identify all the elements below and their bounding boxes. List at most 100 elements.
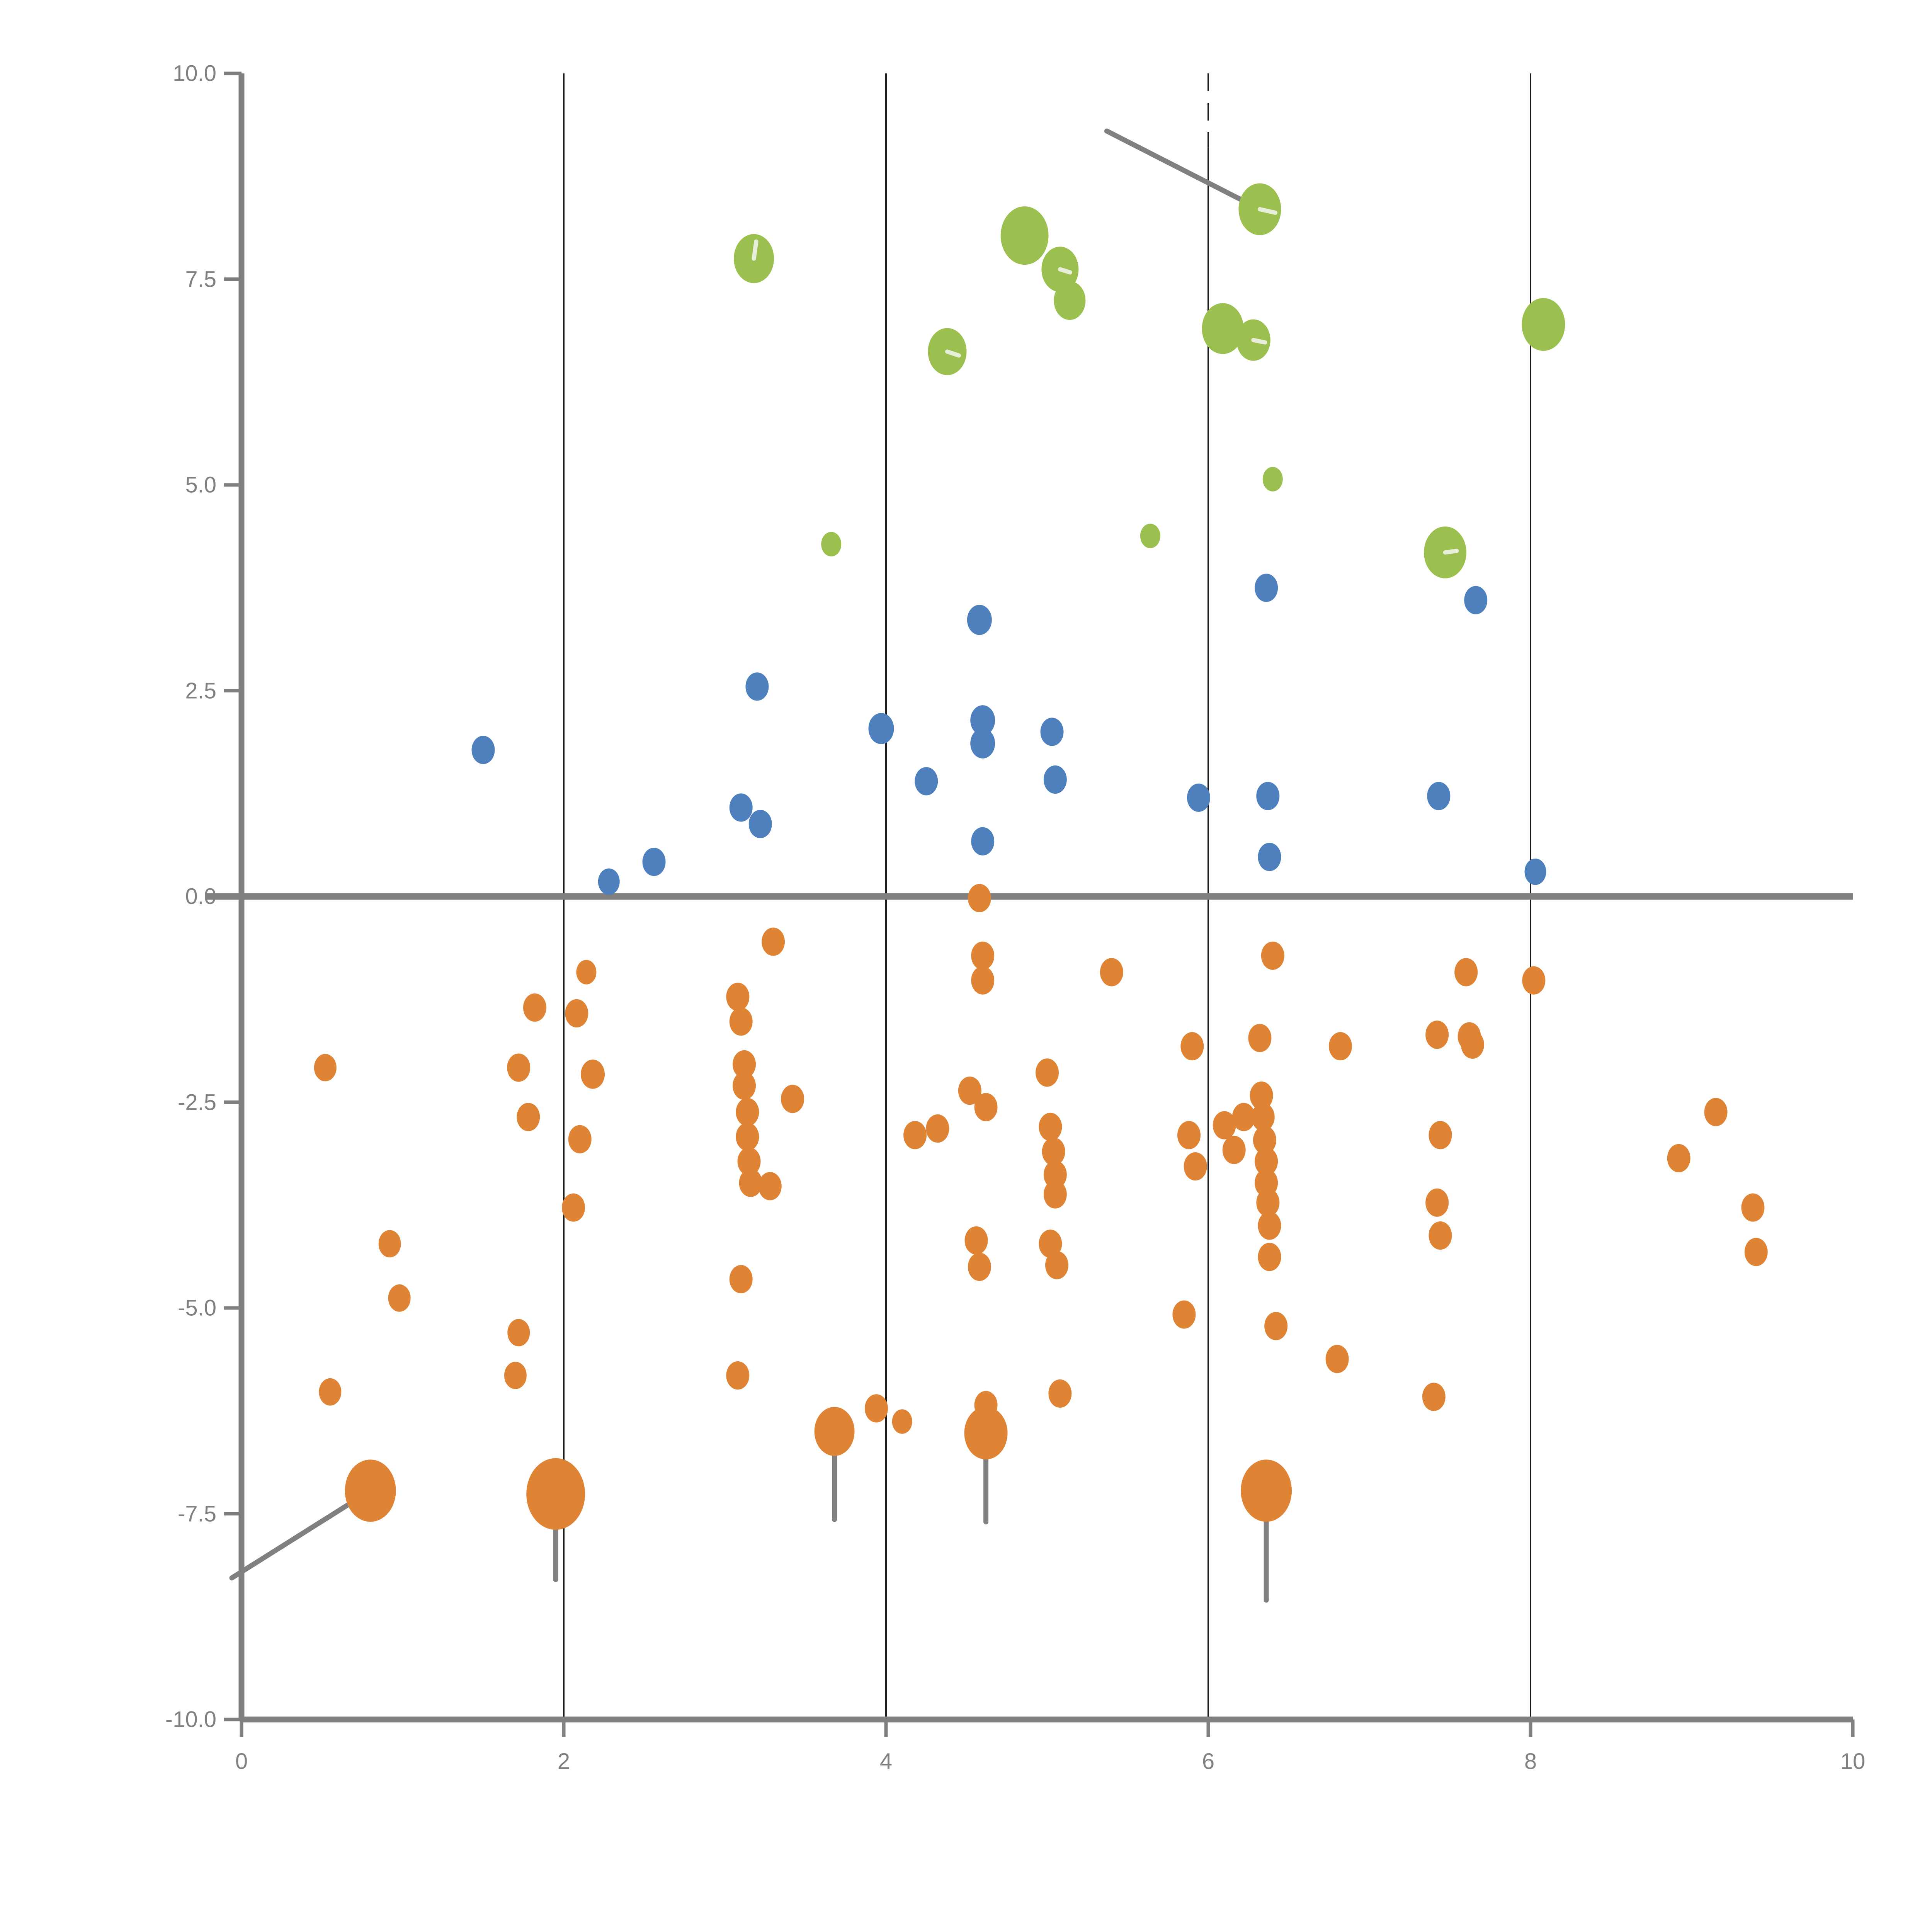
point-orange-81 xyxy=(1522,966,1546,995)
y-tick-label--7.5: -7.5 xyxy=(178,1501,216,1526)
leader-lines-group xyxy=(229,128,1269,1603)
point-blue-8 xyxy=(967,605,992,635)
y-tick-label-7.5: 7.5 xyxy=(185,267,216,292)
series-orange-points xyxy=(314,884,1768,1530)
point-orange-31 xyxy=(892,1409,912,1434)
point-orange-38 xyxy=(974,1093,998,1121)
point-orange-82 xyxy=(1667,1144,1690,1172)
point-orange-26 xyxy=(726,1361,750,1390)
whisker-green-3 xyxy=(1058,267,1072,275)
x-tick-label-2: 2 xyxy=(557,1749,570,1774)
whisker-green-8 xyxy=(1251,338,1267,345)
x-tick-label-10: 10 xyxy=(1840,1749,1866,1774)
point-green-6 xyxy=(1140,524,1160,548)
point-orange-71 xyxy=(1328,1032,1352,1061)
y-tick-label-10: 10.0 xyxy=(173,61,216,86)
point-orange-17 xyxy=(729,1007,753,1036)
point-orange-44 xyxy=(1039,1112,1062,1141)
point-blue-10 xyxy=(970,728,995,759)
point-orange-22 xyxy=(737,1147,761,1176)
x-tick-label-0: 0 xyxy=(235,1749,248,1774)
point-orange-57 xyxy=(1222,1136,1246,1164)
point-orange-60 xyxy=(1250,1081,1273,1110)
point-orange-63 xyxy=(1255,1147,1278,1176)
whisker-green-1 xyxy=(945,349,961,358)
y-tick-label--2.5: -2.5 xyxy=(178,1090,216,1115)
point-orange-76 xyxy=(1429,1221,1452,1250)
point-orange-78 xyxy=(1454,958,1478,986)
point-blue-3 xyxy=(729,793,753,822)
point-orange-16 xyxy=(726,983,750,1011)
point-orange-7 xyxy=(523,993,546,1022)
point-orange-12 xyxy=(576,960,597,985)
point-orange-10 xyxy=(526,1458,585,1530)
point-orange-47 xyxy=(1043,1180,1067,1209)
x-tick-label-8: 8 xyxy=(1524,1749,1537,1774)
point-blue-20 xyxy=(1524,858,1546,885)
point-orange-36 xyxy=(971,966,995,995)
point-orange-39 xyxy=(964,1226,988,1255)
point-orange-8 xyxy=(507,1319,530,1347)
point-orange-52 xyxy=(1180,1032,1204,1061)
series-green-points xyxy=(734,183,1565,578)
y-tick-label--10: -10.0 xyxy=(165,1707,216,1732)
point-orange-45 xyxy=(1042,1137,1065,1166)
point-orange-11 xyxy=(565,999,588,1028)
point-blue-14 xyxy=(1187,783,1210,812)
point-orange-66 xyxy=(1258,1211,1281,1240)
point-orange-84 xyxy=(1741,1193,1765,1222)
axis-ticks xyxy=(224,71,1855,1737)
point-orange-54 xyxy=(1184,1152,1207,1181)
point-orange-1 xyxy=(345,1459,396,1522)
point-blue-5 xyxy=(748,810,772,838)
point-orange-49 xyxy=(1045,1251,1069,1279)
point-green-12 xyxy=(1522,298,1565,351)
point-orange-72 xyxy=(1325,1345,1349,1373)
point-orange-4 xyxy=(319,1378,342,1406)
point-green-4 xyxy=(1054,281,1086,320)
point-blue-16 xyxy=(1256,782,1280,810)
point-orange-50 xyxy=(1048,1379,1072,1408)
point-blue-15 xyxy=(1255,573,1278,602)
point-blue-0 xyxy=(471,736,495,764)
point-orange-32 xyxy=(903,1121,927,1150)
point-orange-23 xyxy=(739,1168,762,1197)
point-orange-85 xyxy=(1744,1238,1768,1266)
point-orange-59 xyxy=(1248,1024,1272,1052)
point-blue-4 xyxy=(745,672,769,701)
y-tick-label--5: -5.0 xyxy=(178,1295,216,1321)
point-orange-20 xyxy=(736,1098,759,1126)
x-tick-label-4: 4 xyxy=(879,1749,893,1774)
point-orange-70 xyxy=(1241,1459,1292,1522)
point-orange-73 xyxy=(1425,1020,1449,1049)
point-orange-53 xyxy=(1177,1121,1201,1150)
point-green-2 xyxy=(1000,206,1049,265)
series-blue-points xyxy=(471,573,1546,895)
point-orange-0 xyxy=(314,1054,337,1082)
whisker-green-9 xyxy=(1257,207,1277,215)
point-orange-69 xyxy=(1264,1312,1288,1340)
point-orange-6 xyxy=(517,1103,540,1131)
point-orange-18 xyxy=(733,1050,756,1079)
point-orange-56 xyxy=(1213,1111,1236,1139)
point-green-7 xyxy=(1202,303,1244,354)
point-blue-18 xyxy=(1427,782,1451,810)
point-orange-9 xyxy=(504,1362,527,1389)
point-orange-35 xyxy=(971,941,995,970)
point-blue-2 xyxy=(642,847,666,876)
point-orange-40 xyxy=(968,1252,991,1281)
point-green-5 xyxy=(821,532,842,557)
point-blue-17 xyxy=(1258,843,1281,871)
point-orange-46 xyxy=(1043,1160,1067,1189)
point-blue-7 xyxy=(915,767,938,796)
point-orange-75 xyxy=(1425,1188,1449,1217)
whisker-green-0 xyxy=(752,239,759,261)
point-orange-2 xyxy=(378,1230,401,1258)
point-orange-77 xyxy=(1422,1383,1446,1411)
leader-line-0 xyxy=(229,1488,373,1581)
point-orange-37 xyxy=(958,1077,981,1105)
point-orange-67 xyxy=(1258,1243,1281,1271)
y-tick-label-5: 5.0 xyxy=(185,472,216,498)
point-orange-3 xyxy=(388,1284,411,1312)
